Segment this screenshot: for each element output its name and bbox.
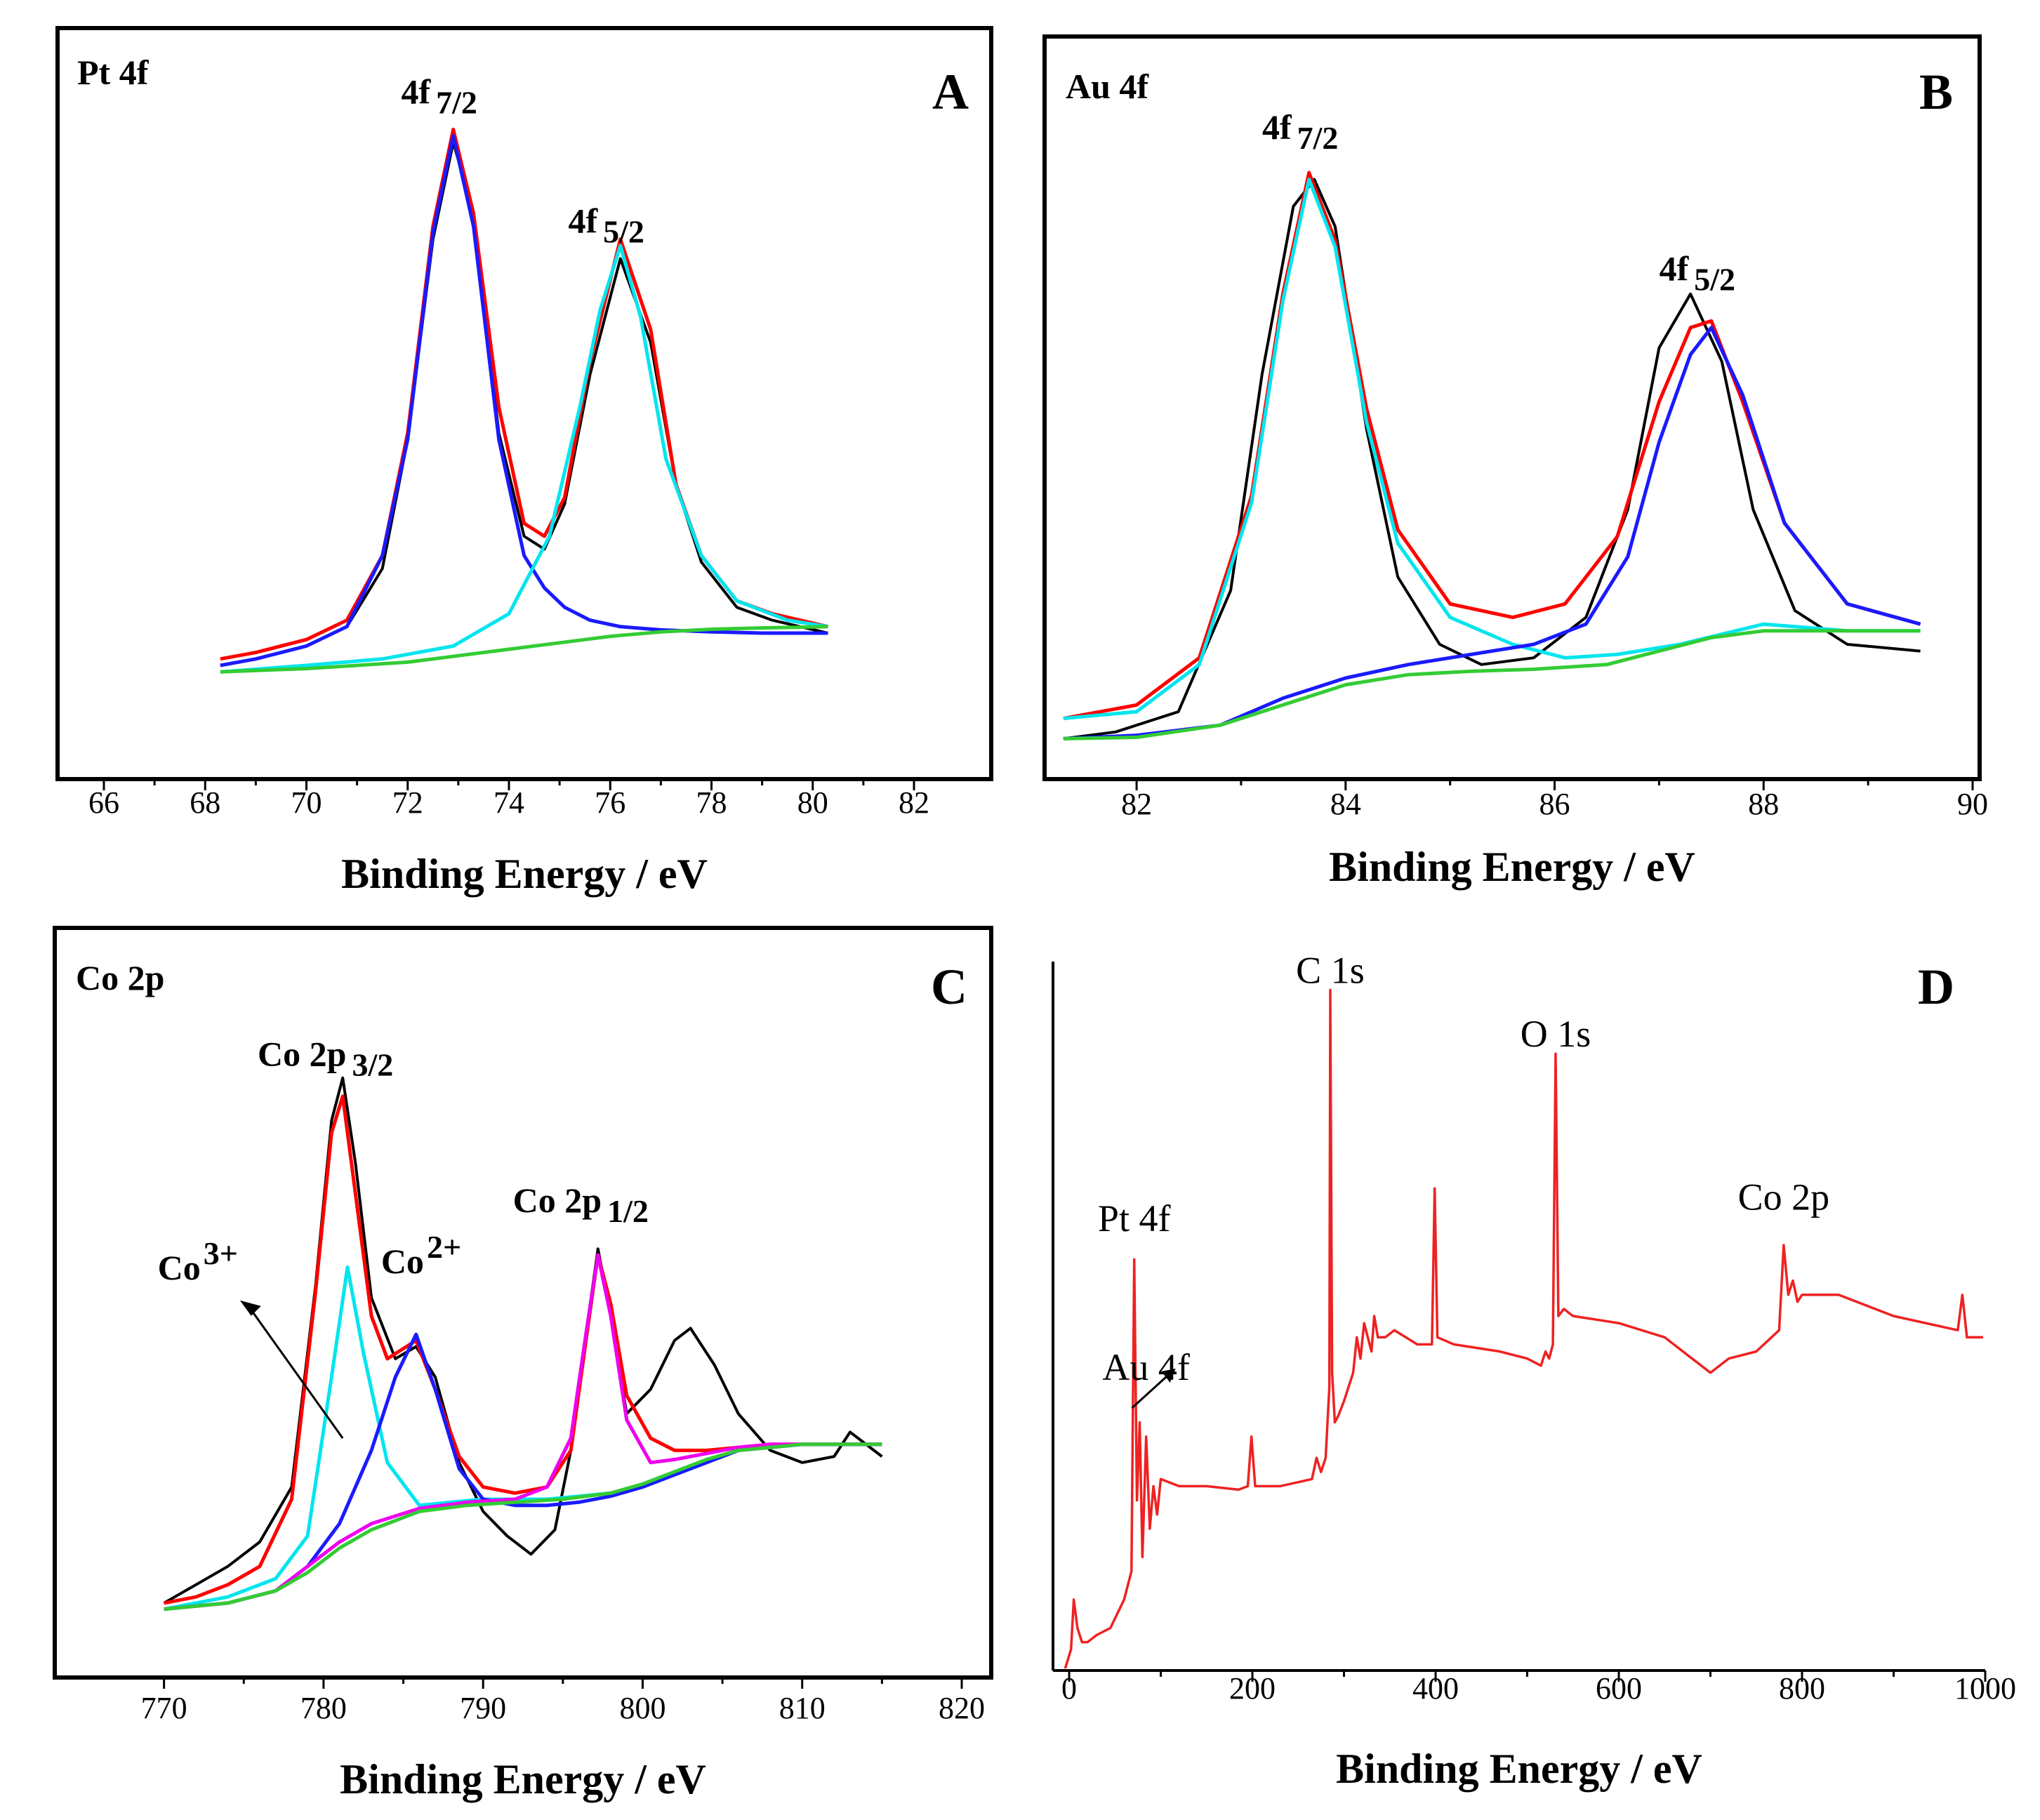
x-tick-label: 78	[696, 785, 727, 820]
x-tick-label: 790	[460, 1691, 506, 1725]
x-axis-title: Binding Energy / eV	[1329, 844, 1695, 890]
peak-label: Co2+	[381, 1229, 461, 1281]
x-axis-title: Binding Energy / eV	[1336, 1746, 1702, 1792]
peak-label: Co 2p 1/2	[513, 1181, 649, 1229]
panel-c-co-2p: 770 780 790 800 810 820 Binding Energy / eV Co …	[53, 926, 993, 1802]
peak-label: Co 2p	[1738, 1176, 1830, 1218]
peak-label-subscript: 5/2	[1694, 262, 1735, 298]
peak-label: O 1s	[1521, 1013, 1591, 1055]
x-tick-label: 88	[1748, 787, 1779, 821]
peak-label-main: 4f	[401, 72, 431, 112]
plot-frame	[1042, 34, 1982, 781]
peak-label: Co3+	[158, 1235, 238, 1287]
x-tick-label: 400	[1412, 1671, 1459, 1706]
series-line-pt-4f-7-2-component	[220, 134, 828, 667]
x-tick-label: 800	[1779, 1671, 1825, 1706]
x-tick-label: 84	[1330, 787, 1361, 821]
x-tick-label: 810	[779, 1691, 826, 1725]
panel-letter: D	[1918, 959, 1954, 1015]
x-tick-label: 68	[190, 785, 220, 820]
peak-label-main: 4f	[568, 201, 598, 241]
x-tick-label: 820	[939, 1691, 985, 1725]
x-axis-title: Binding Energy / eV	[341, 851, 708, 897]
peak-label-main: Co 2p	[513, 1181, 602, 1220]
x-tick-label: 86	[1539, 787, 1570, 821]
plot-frame	[55, 26, 993, 781]
co3-arrow-line	[246, 1303, 344, 1439]
peak-label-main: Co	[381, 1242, 424, 1281]
au-arrow-head	[1161, 1368, 1176, 1383]
x-tick-label: 70	[291, 785, 322, 820]
peak-label-subscript: 1/2	[607, 1193, 649, 1229]
x-tick-label: 74	[494, 785, 524, 820]
x-tick-label: 66	[88, 785, 119, 820]
peak-label-superscript: 3+	[204, 1235, 238, 1271]
x-tick-label: 72	[392, 785, 423, 820]
x-tick-label: 0	[1061, 1671, 1077, 1706]
x-tick-label: 770	[141, 1691, 187, 1725]
peak-label-main: 4f	[1262, 107, 1292, 147]
element-label: Co 2p	[76, 958, 164, 997]
peak-label-subscript: 7/2	[1297, 120, 1339, 156]
peak-label: 4f 7/2	[401, 72, 477, 121]
peak-label-superscript: 2+	[427, 1229, 461, 1265]
x-tick-label: 800	[619, 1691, 665, 1725]
x-axis-title: Binding Energy / eV	[340, 1756, 706, 1802]
panel-a-pt-4f: 66 68 70 72 74 76 78 80 82 Binding Energy / eV Pt …	[55, 26, 993, 897]
series-line-survey-spectrum	[1064, 988, 1983, 1668]
x-tick-label: 82	[1121, 787, 1152, 821]
plot-frame	[53, 926, 993, 1680]
peak-label: Pt 4f	[1098, 1197, 1171, 1240]
peak-label-subscript: 5/2	[603, 214, 644, 250]
x-tick-label: 780	[300, 1691, 347, 1725]
series-line-background	[220, 625, 828, 674]
series-line-pt-4f-5-2-component	[220, 244, 828, 674]
peak-label: 4f 5/2	[568, 201, 644, 250]
panel-letter: C	[931, 959, 967, 1015]
peak-label-main: 4f	[1660, 249, 1690, 288]
series-line-background	[1063, 629, 1921, 740]
peak-label-main: Co 2p	[258, 1034, 346, 1073]
peak-label: Au 4f	[1102, 1346, 1189, 1388]
x-tick-label: 80	[797, 785, 828, 820]
au-arrow-line	[1131, 1371, 1172, 1409]
series-line-background	[164, 1442, 882, 1612]
peak-label-subscript: 7/2	[436, 85, 477, 121]
peak-label: 4f 7/2	[1262, 107, 1338, 156]
x-tick-label: 76	[595, 785, 625, 820]
series-line-au-4f-5-2-component	[1063, 326, 1921, 740]
peak-label-subscript: 3/2	[352, 1047, 393, 1082]
x-tick-label: 600	[1596, 1671, 1642, 1706]
panel-letter: B	[1919, 64, 1953, 120]
series-line-co-2p1-2-component	[164, 1253, 882, 1612]
series-line-envelope-fit	[164, 1094, 882, 1605]
peak-label: 4f 5/2	[1660, 249, 1735, 298]
peak-label: Co 2p 3/2	[258, 1034, 393, 1082]
x-tick-label: 82	[899, 785, 929, 820]
panel-letter: A	[932, 64, 969, 120]
co3-arrow-head	[239, 1300, 261, 1316]
panel-d-survey: 0 200 400 600 800 1000 Binding Energy / eV D C 1…	[1052, 949, 2016, 1792]
x-tick-label: 200	[1229, 1671, 1276, 1706]
element-label: Pt 4f	[77, 53, 150, 92]
peak-label-main: Co	[158, 1248, 201, 1287]
x-tick-label: 90	[1957, 787, 1988, 821]
element-label: Au 4f	[1066, 67, 1149, 106]
peak-label: C 1s	[1296, 949, 1365, 991]
x-tick-label: 1000	[1954, 1671, 2016, 1706]
